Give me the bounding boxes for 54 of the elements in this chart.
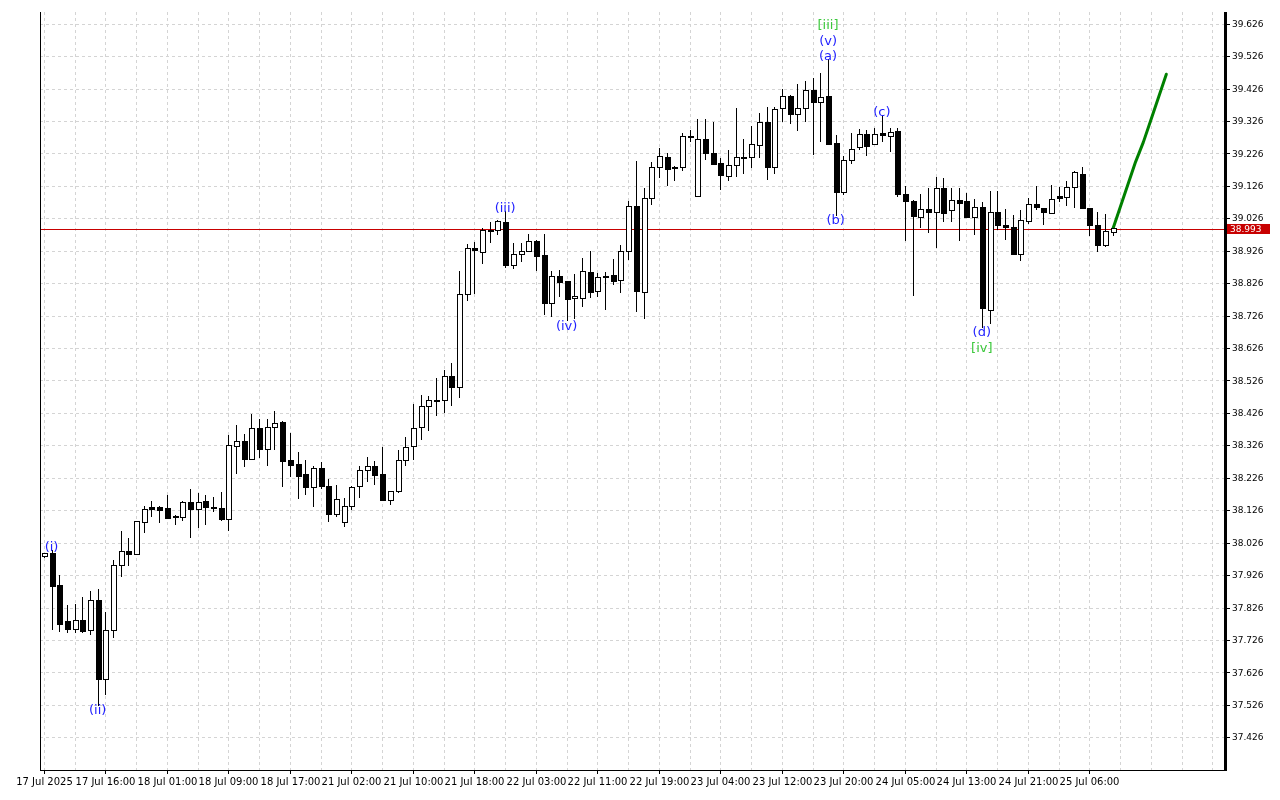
x-tick-label: 23 Jul 20:00	[813, 776, 874, 787]
x-tick-label: 18 Jul 09:00	[198, 776, 259, 787]
x-tick-label: 23 Jul 04:00	[690, 776, 751, 787]
y-tick-label: 37.526	[1232, 699, 1264, 710]
y-tick-label: 39.626	[1232, 18, 1264, 29]
y-tick-label: 37.626	[1232, 667, 1264, 678]
y-tick-label: 39.126	[1232, 181, 1264, 191]
y-tick-label: 37.826	[1232, 602, 1264, 613]
annotation: (v)	[819, 32, 837, 48]
annotation: (ii)	[88, 701, 107, 717]
annotation: [iv]	[971, 339, 993, 355]
annotation: (c)	[873, 104, 891, 120]
y-tick-label: 37.426	[1232, 732, 1264, 743]
y-tick-label: 37.926	[1232, 570, 1264, 581]
x-tick-label: 17 Jul 2025	[16, 776, 73, 787]
annotation: (iv)	[555, 317, 578, 333]
y-tick-label: 38.126	[1232, 505, 1264, 516]
annotation: (a)	[818, 48, 838, 64]
annotation: [iii]	[817, 17, 839, 33]
x-tick-label: 18 Jul 01:00	[137, 776, 198, 787]
x-tick-label: 25 Jul 06:00	[1059, 776, 1120, 787]
candlestick	[410, 403, 417, 461]
x-tick-label: 18 Jul 17:00	[260, 776, 321, 787]
y-tick-label: 38.426	[1232, 408, 1264, 419]
annotation: (d)	[972, 324, 992, 340]
y-tick-label: 39.326	[1232, 116, 1264, 127]
ref-line-label: 38.993	[1230, 224, 1262, 235]
y-tick-label: 38.826	[1232, 278, 1264, 289]
x-tick-label: 21 Jul 10:00	[383, 776, 444, 787]
y-tick-label: 38.726	[1232, 310, 1264, 321]
x-tick-label: 22 Jul 11:00	[567, 776, 628, 787]
x-tick-label: 21 Jul 02:00	[321, 776, 382, 787]
x-tick-label: 17 Jul 16:00	[75, 776, 136, 787]
y-tick-label: 39.526	[1232, 51, 1264, 62]
y-tick-label: 38.226	[1232, 472, 1264, 483]
x-tick-label: 22 Jul 19:00	[629, 776, 690, 787]
y-tick-label: 39.226	[1232, 148, 1264, 159]
x-tick-label: 22 Jul 03:00	[506, 776, 567, 787]
x-tick-label: 24 Jul 13:00	[936, 776, 997, 787]
x-tick-label: 21 Jul 18:00	[444, 776, 505, 787]
y-tick-label: 38.526	[1232, 375, 1264, 386]
x-tick-label: 23 Jul 12:00	[752, 776, 813, 787]
y-tick-label: 38.326	[1232, 440, 1264, 451]
x-tick-label: 24 Jul 05:00	[875, 776, 936, 787]
y-tick-label: 39.026	[1232, 213, 1264, 224]
y-tick-label: 38.626	[1232, 343, 1264, 354]
annotation: (iii)	[494, 200, 516, 216]
y-tick-label: 38.026	[1232, 537, 1264, 548]
annotation: (b)	[826, 212, 845, 228]
annotation: (i)	[44, 539, 59, 555]
y-tick-label: 39.426	[1232, 83, 1264, 94]
x-tick-label: 24 Jul 21:00	[998, 776, 1059, 787]
y-tick-label: 37.726	[1232, 635, 1264, 646]
y-tick-label: 38.926	[1232, 245, 1264, 256]
